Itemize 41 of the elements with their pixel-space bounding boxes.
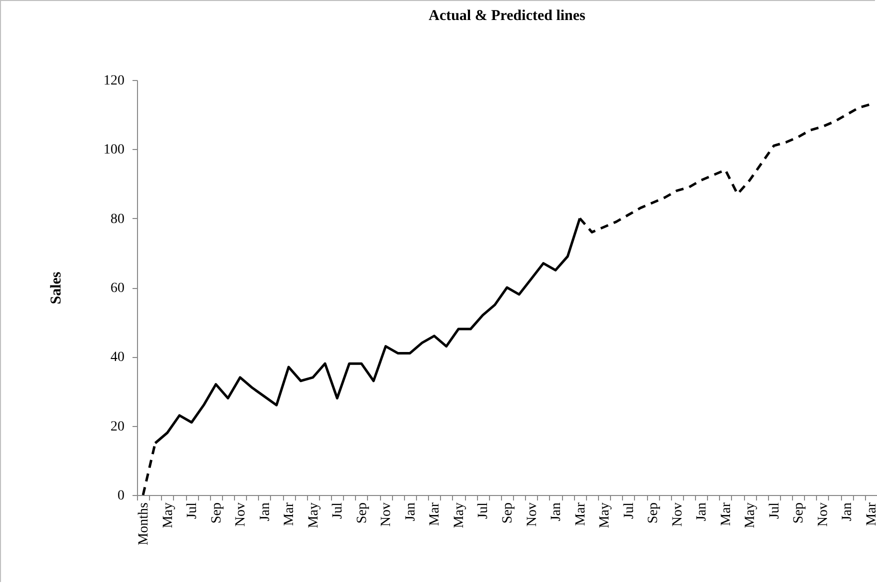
x-tick-label: Nov	[670, 502, 686, 527]
x-tick-label: Sep	[500, 502, 516, 524]
x-tick-label: Sep	[646, 502, 662, 524]
x-tick-label: May	[452, 502, 467, 528]
y-tick-label: 40	[110, 350, 124, 366]
chart-title: Actual & Predicted lines	[428, 8, 586, 24]
x-tick-label: Jan	[694, 502, 710, 522]
x-tick-label: Mar	[573, 502, 588, 526]
x-tick-label: Jan	[258, 502, 273, 522]
x-tick-label: Mar	[864, 502, 877, 526]
x-tick-label: Sep	[354, 502, 370, 524]
y-tick-label: 0	[118, 488, 124, 504]
x-tick-label: Jul	[767, 502, 782, 519]
x-tick-label: Nov	[234, 502, 249, 527]
x-tick-label: Months	[136, 502, 152, 546]
x-tick-label: Jul	[185, 502, 200, 519]
y-tick-label: 60	[110, 281, 124, 296]
x-tick-label: May	[306, 502, 322, 528]
x-tick-label: May	[743, 502, 758, 528]
y-tick-label: 120	[104, 74, 124, 88]
y-axis-title: Sales	[48, 272, 64, 304]
x-tick-label: May	[598, 502, 613, 528]
x-tick-label: Jan	[403, 502, 418, 522]
line-series	[154, 217, 582, 444]
x-tick-label: Jul	[330, 502, 346, 519]
x-tick-label: Nov	[524, 502, 540, 527]
x-tick-label: Jan	[549, 502, 564, 522]
x-tick-label: Jul	[476, 502, 492, 519]
x-tick-label: Mar	[282, 502, 298, 526]
x-tick-label: Mar	[428, 502, 443, 526]
x-tick-label: Jan	[840, 502, 856, 522]
y-tick-label: 80	[110, 212, 124, 227]
x-tick-label: Jul	[622, 502, 637, 519]
x-tick-label: Mar	[718, 502, 734, 526]
x-tick-label: Nov	[816, 502, 831, 527]
x-tick-label: Sep	[209, 502, 224, 524]
y-tick-label: 100	[104, 142, 124, 158]
x-tick-label: Nov	[379, 502, 394, 527]
x-tick-label: Sep	[792, 502, 807, 524]
y-tick-label: 20	[110, 419, 124, 434]
x-tick-label: May	[160, 502, 176, 528]
